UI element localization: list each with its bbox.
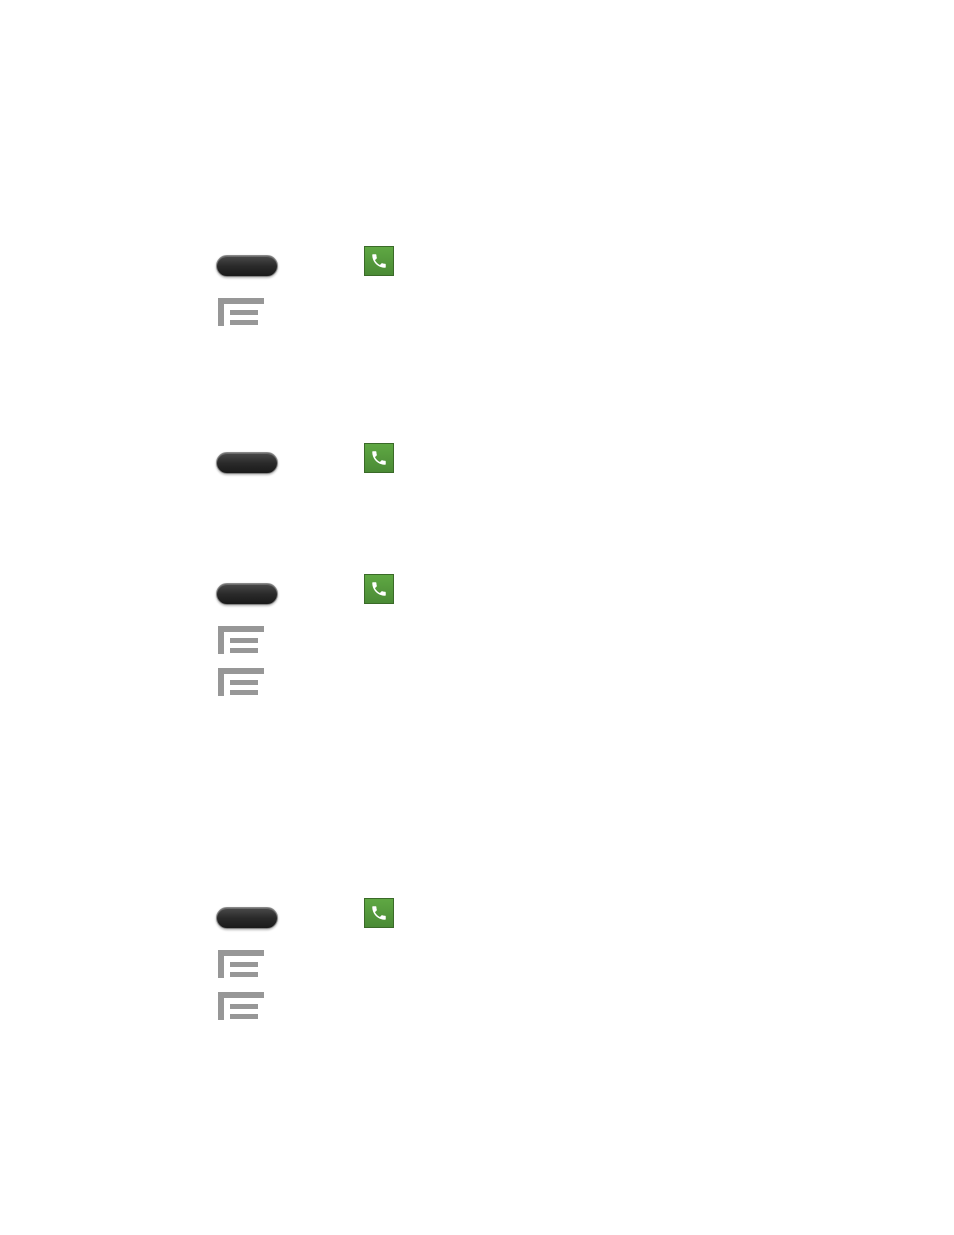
phone-icon[interactable] <box>364 574 394 604</box>
list-icon <box>218 668 264 696</box>
phone-icon[interactable] <box>364 898 394 928</box>
phone-icon[interactable] <box>364 443 394 473</box>
list-icon <box>218 626 264 654</box>
list-icon <box>218 298 264 326</box>
phone-icon[interactable] <box>364 246 394 276</box>
list-icon <box>218 992 264 1020</box>
pill-button[interactable] <box>216 255 278 277</box>
pill-button[interactable] <box>216 907 278 929</box>
list-icon <box>218 950 264 978</box>
pill-button[interactable] <box>216 452 278 474</box>
pill-button[interactable] <box>216 583 278 605</box>
